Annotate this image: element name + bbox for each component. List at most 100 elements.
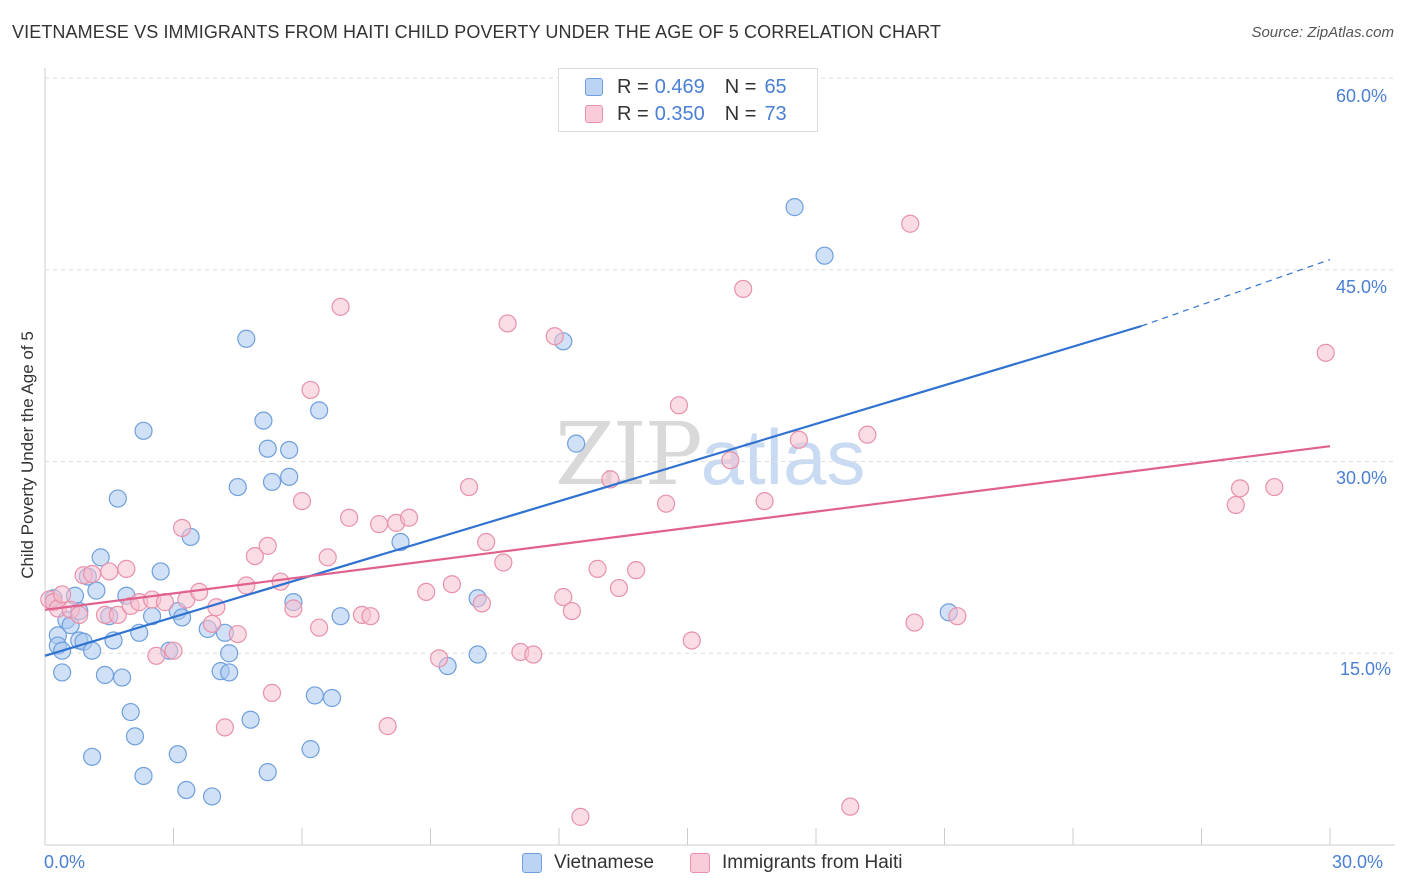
x-tick-label-min: 0.0% xyxy=(44,852,86,872)
data-point-haiti xyxy=(755,492,774,511)
legend-n-value: 73 xyxy=(764,102,787,125)
data-point-vietnamese xyxy=(322,688,342,708)
data-point-haiti xyxy=(361,607,380,626)
data-point-haiti xyxy=(545,327,564,346)
data-point-haiti xyxy=(70,605,89,625)
data-point-haiti xyxy=(215,718,234,737)
legend-r-label: R = xyxy=(617,102,649,125)
data-point-haiti xyxy=(459,477,479,497)
data-point-haiti xyxy=(117,559,136,578)
chart-title: VIETNAMESE VS IMMIGRANTS FROM HAITI CHIL… xyxy=(12,22,942,42)
legend-swatch-vietnamese xyxy=(522,853,542,873)
data-point-vietnamese xyxy=(262,472,282,492)
data-point-vietnamese xyxy=(202,787,222,806)
data-point-vietnamese xyxy=(815,246,834,265)
data-point-haiti xyxy=(1226,495,1245,515)
data-point-haiti xyxy=(228,624,247,644)
data-point-haiti xyxy=(571,807,590,826)
data-point-haiti xyxy=(901,214,920,233)
data-point-haiti xyxy=(100,562,119,581)
legend-n-label: N = xyxy=(724,102,757,125)
data-point-vietnamese xyxy=(468,645,487,664)
data-point-haiti xyxy=(626,561,646,580)
series-name: Vietnamese xyxy=(554,852,654,873)
legend-n-value: 65 xyxy=(764,75,787,98)
data-point-vietnamese xyxy=(134,421,153,440)
data-point-vietnamese xyxy=(87,581,106,600)
data-point-haiti xyxy=(164,641,183,660)
data-point-haiti xyxy=(258,536,277,555)
legend-swatch-haiti xyxy=(585,105,603,123)
data-point-haiti xyxy=(292,492,312,511)
data-point-haiti xyxy=(588,559,607,578)
legend-n-label: N = xyxy=(724,75,757,98)
data-point-vietnamese xyxy=(254,411,273,430)
data-point-haiti xyxy=(554,587,573,607)
data-point-vietnamese xyxy=(121,702,140,722)
legend-row-vietnamese: R = 0.469 N = 65 xyxy=(585,74,787,100)
data-point-haiti xyxy=(245,546,264,566)
data-point-haiti xyxy=(789,430,808,449)
data-point-vietnamese xyxy=(258,763,277,782)
correlation-legend: R = 0.469 N = 65 R = 0.350 N = 73 xyxy=(558,68,818,132)
data-point-haiti xyxy=(841,797,860,816)
data-point-vietnamese xyxy=(83,641,102,660)
data-point-haiti xyxy=(1316,343,1335,362)
data-point-haiti xyxy=(905,613,924,632)
legend-r-value: 0.350 xyxy=(654,102,705,125)
data-point-haiti xyxy=(172,518,192,538)
data-point-vietnamese xyxy=(228,477,247,497)
y-tick-label: 15.0% xyxy=(1340,659,1392,679)
data-point-haiti xyxy=(331,297,350,316)
data-point-haiti xyxy=(378,717,397,736)
data-point-vietnamese xyxy=(331,607,350,626)
data-point-vietnamese xyxy=(310,401,329,420)
data-point-haiti xyxy=(494,553,513,572)
legend-row-haiti: R = 0.350 N = 73 xyxy=(585,101,787,127)
series-legend-haiti[interactable]: Immigrants from Haiti xyxy=(690,852,903,874)
legend-swatch-vietnamese xyxy=(585,78,603,96)
data-point-haiti xyxy=(442,575,462,594)
data-point-haiti xyxy=(318,548,337,567)
data-point-vietnamese xyxy=(91,548,110,567)
data-point-vietnamese xyxy=(125,727,145,746)
watermark: ZIPatlas xyxy=(555,405,865,505)
data-point-vietnamese xyxy=(83,747,102,766)
data-point-vietnamese xyxy=(785,198,804,217)
watermark-zip: ZIP xyxy=(555,405,703,505)
data-point-vietnamese xyxy=(134,766,153,786)
trend-line-extension-vietnamese xyxy=(1141,258,1331,327)
data-point-vietnamese xyxy=(258,439,277,458)
data-point-vietnamese xyxy=(280,467,299,486)
data-point-vietnamese xyxy=(108,489,127,508)
data-point-haiti xyxy=(721,451,740,470)
data-point-haiti xyxy=(656,494,676,513)
series-legend-vietnamese[interactable]: Vietnamese xyxy=(522,852,654,874)
data-point-haiti xyxy=(477,532,496,552)
data-point-vietnamese xyxy=(112,668,132,687)
data-point-haiti xyxy=(310,618,329,637)
data-point-haiti xyxy=(682,631,701,650)
legend-r-value: 0.469 xyxy=(654,75,705,98)
data-point-haiti xyxy=(53,585,72,604)
data-point-haiti xyxy=(83,564,102,584)
data-point-vietnamese xyxy=(220,663,239,682)
data-point-vietnamese xyxy=(280,440,299,460)
data-point-haiti xyxy=(429,649,449,668)
data-point-vietnamese xyxy=(241,710,260,729)
data-point-haiti xyxy=(948,607,967,626)
data-point-haiti xyxy=(262,683,282,702)
data-point-haiti xyxy=(1265,477,1284,497)
series-name: Immigrants from Haiti xyxy=(722,852,903,873)
data-point-vietnamese xyxy=(177,780,196,800)
data-point-vietnamese xyxy=(220,644,239,663)
data-point-haiti xyxy=(207,598,226,617)
data-point-haiti xyxy=(472,594,491,613)
source-label: Source: ZipAtlas.com xyxy=(1251,24,1394,41)
data-point-haiti xyxy=(108,605,127,625)
trend-line-vietnamese xyxy=(44,324,1142,657)
data-point-vietnamese xyxy=(301,740,320,759)
data-point-haiti xyxy=(147,646,166,665)
data-point-haiti xyxy=(734,279,753,299)
data-point-haiti xyxy=(609,578,629,598)
